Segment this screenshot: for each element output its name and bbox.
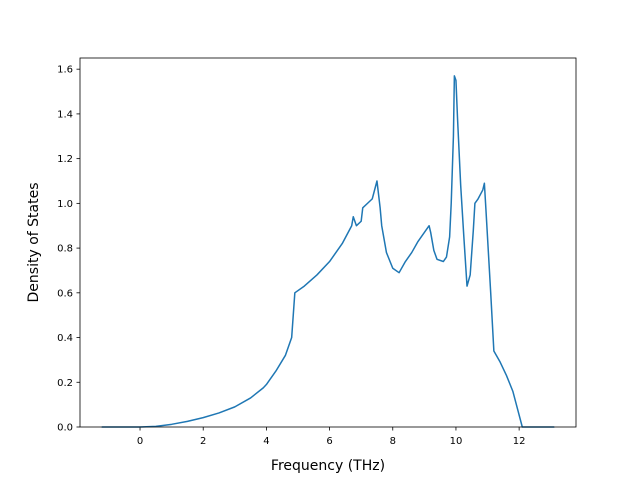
x-tick-label: 4 xyxy=(263,436,269,447)
y-tick-label: 0.8 xyxy=(57,244,73,255)
x-tick-label: 8 xyxy=(390,436,396,447)
plot-background xyxy=(80,58,576,427)
x-tick-label: 12 xyxy=(513,436,526,447)
x-tick-label: 10 xyxy=(450,436,463,447)
y-tick-label: 1.6 xyxy=(57,65,73,76)
dos-line xyxy=(101,75,555,428)
x-tick-label: 6 xyxy=(326,436,332,447)
y-axis-ticks: 0.0 0.2 0.4 0.6 0.8 1.0 1.2 1.4 1.6 xyxy=(57,65,80,434)
y-axis-label: Density of States xyxy=(26,183,42,303)
x-tick-label: 0 xyxy=(137,436,143,447)
y-tick-label: 1.0 xyxy=(57,199,73,210)
x-axis-ticks: 0 2 4 6 8 10 12 xyxy=(137,427,526,447)
x-axis-label: Frequency (THz) xyxy=(271,458,385,474)
y-tick-label: 0.4 xyxy=(57,333,73,344)
plot-frame xyxy=(79,57,577,428)
y-tick-label: 0.0 xyxy=(57,423,73,434)
y-tick-label: 0.2 xyxy=(57,378,73,389)
x-tick-label: 2 xyxy=(200,436,206,447)
y-tick-label: 1.2 xyxy=(57,154,73,165)
y-tick-label: 0.6 xyxy=(57,288,73,299)
y-tick-label: 1.4 xyxy=(57,109,73,120)
